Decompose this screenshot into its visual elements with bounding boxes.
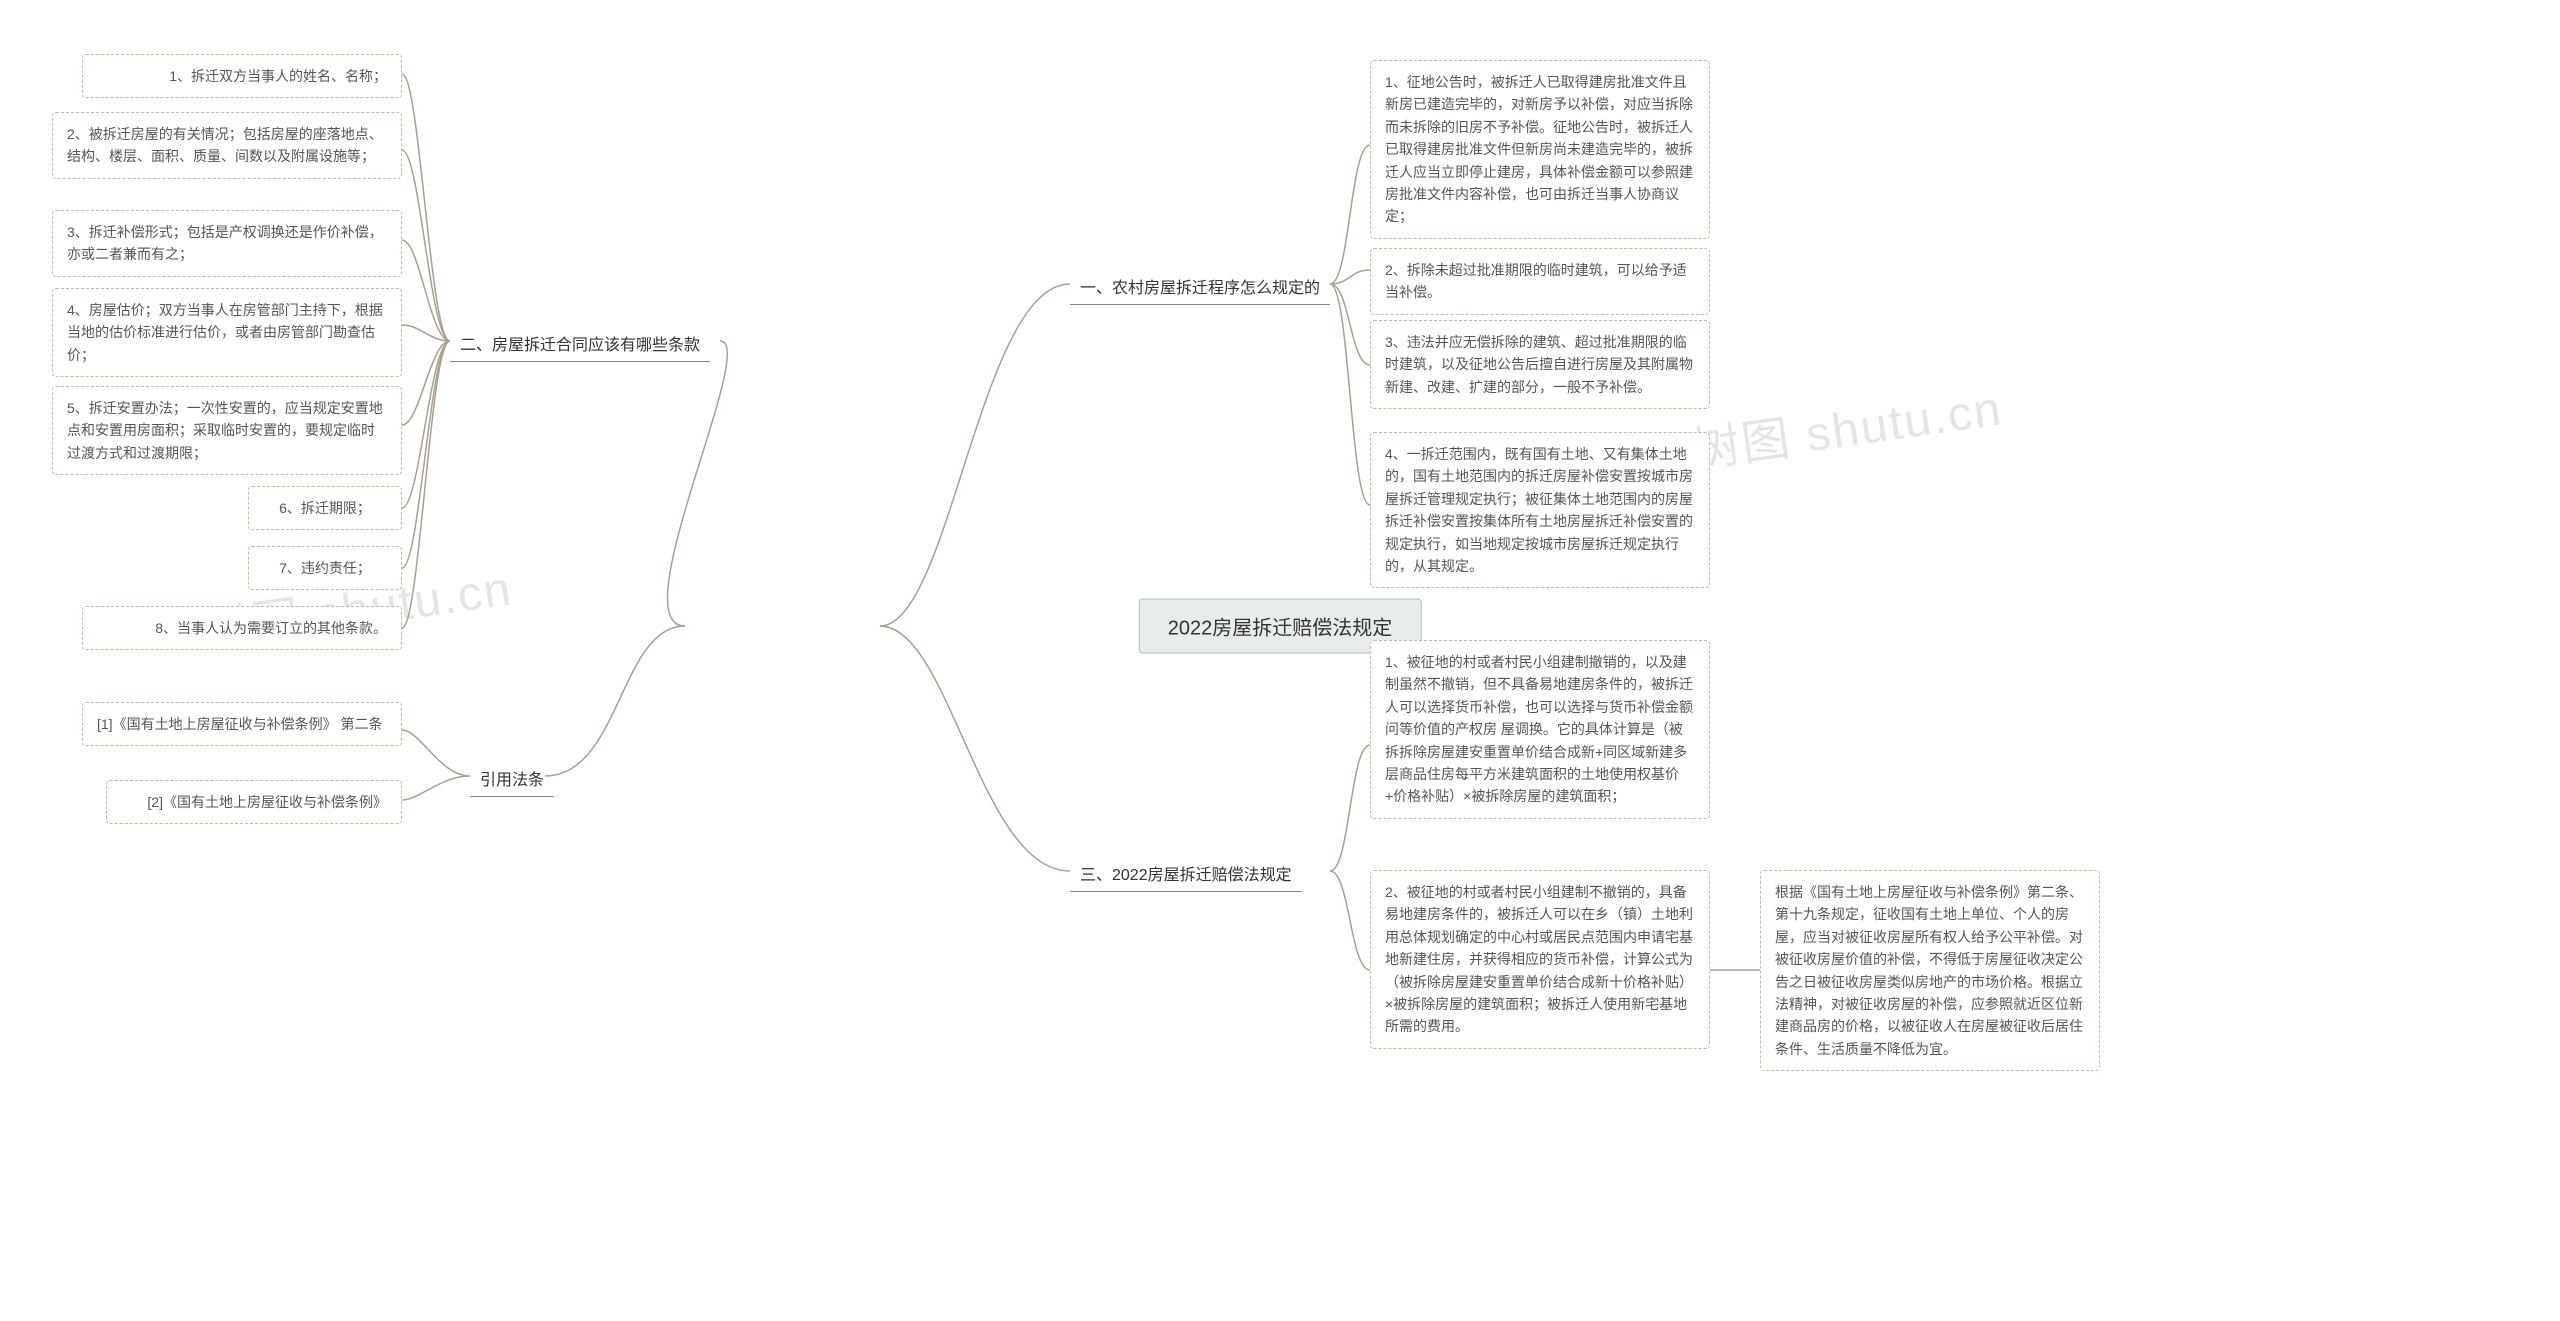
connector-lines [0,0,2560,1321]
branch-2-leaf-3[interactable]: 3、拆迁补偿形式；包括是产权调换还是作价补偿，亦或二者兼而有之； [52,210,402,277]
branch-1-leaf-1[interactable]: 1、征地公告时，被拆迁人已取得建房批准文件且新房已建造完毕的，对新房予以补偿，对… [1370,60,1710,239]
branch-2-leaf-4[interactable]: 4、房屋估价；双方当事人在房管部门主持下，根据当地的估价标准进行估价，或者由房管… [52,288,402,377]
branch-2-leaf-2[interactable]: 2、被拆迁房屋的有关情况；包括房屋的座落地点、结构、楼层、面积、质量、间数以及附… [52,112,402,179]
branch-2[interactable]: 二、房屋拆迁合同应该有哪些条款 [450,325,710,362]
branch-3-leaf-2-sub[interactable]: 根据《国有土地上房屋征收与补偿条例》第二条、第十九条规定，征收国有土地上单位、个… [1760,870,2100,1071]
branch-2-leaf-8[interactable]: 8、当事人认为需要订立的其他条款。 [82,606,402,650]
branch-1[interactable]: 一、农村房屋拆迁程序怎么规定的 [1070,268,1330,305]
branch-3-leaf-1[interactable]: 1、被征地的村或者村民小组建制撤销的，以及建制虽然不撤销，但不具备易地建房条件的… [1370,640,1710,819]
branch-1-leaf-2[interactable]: 2、拆除未超过批准期限的临时建筑，可以给予适当补偿。 [1370,248,1710,315]
branch-4-leaf-1[interactable]: [1]《国有土地上房屋征收与补偿条例》 第二条 [82,702,402,746]
branch-1-leaf-3[interactable]: 3、违法并应无偿拆除的建筑、超过批准期限的临时建筑，以及征地公告后擅自进行房屋及… [1370,320,1710,409]
branch-2-leaf-6[interactable]: 6、拆迁期限； [248,486,402,530]
branch-2-leaf-1[interactable]: 1、拆迁双方当事人的姓名、名称； [82,54,402,98]
branch-3-leaf-2[interactable]: 2、被征地的村或者村民小组建制不撤销的，具备易地建房条件的，被拆迁人可以在乡（镇… [1370,870,1710,1049]
branch-4[interactable]: 引用法条 [470,760,554,797]
branch-3[interactable]: 三、2022房屋拆迁赔偿法规定 [1070,855,1302,892]
branch-2-leaf-7[interactable]: 7、违约责任； [248,546,402,590]
branch-1-leaf-4[interactable]: 4、一拆迁范围内，既有国有土地、又有集体土地的，国有土地范围内的拆迁房屋补偿安置… [1370,432,1710,588]
branch-4-leaf-2[interactable]: [2]《国有土地上房屋征收与补偿条例》 [106,780,402,824]
watermark: 树图 shutu.cn [1687,369,2006,482]
branch-2-leaf-5[interactable]: 5、拆迁安置办法；一次性安置的，应当规定安置地点和安置用房面积；采取临时安置的，… [52,386,402,475]
